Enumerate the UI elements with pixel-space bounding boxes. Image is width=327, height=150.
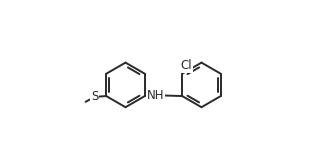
- Text: NH: NH: [147, 89, 164, 102]
- Text: S: S: [91, 90, 98, 103]
- Text: Cl: Cl: [181, 59, 192, 72]
